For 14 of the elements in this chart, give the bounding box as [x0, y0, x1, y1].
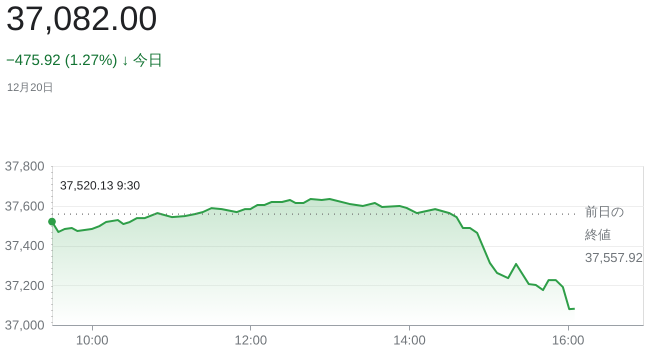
- ref-line-label: 前日の終値 37,557.92: [584, 204, 643, 266]
- x-tick-label: 14:00: [393, 332, 426, 348]
- x-tick-label: 10:00: [76, 332, 108, 348]
- y-tick-label: 37,000: [4, 318, 44, 332]
- chart-subtitle: −475.92 (1.27%) ↓ 今日: [6, 52, 164, 69]
- y-tick-label: 37,600: [4, 198, 44, 214]
- x-tick-label: 16:00: [552, 332, 584, 348]
- chart-title: 37,082.00: [6, 0, 158, 38]
- x-tick-label: 12:00: [234, 332, 268, 348]
- y-tick-label: 37,200: [4, 278, 44, 293]
- text: 12月20日: [7, 82, 54, 94]
- y-tick-label: 37,400: [4, 238, 44, 253]
- y-tick-label: 37,800: [4, 158, 44, 174]
- annotation: 37,520.13 9:30: [60, 178, 140, 193]
